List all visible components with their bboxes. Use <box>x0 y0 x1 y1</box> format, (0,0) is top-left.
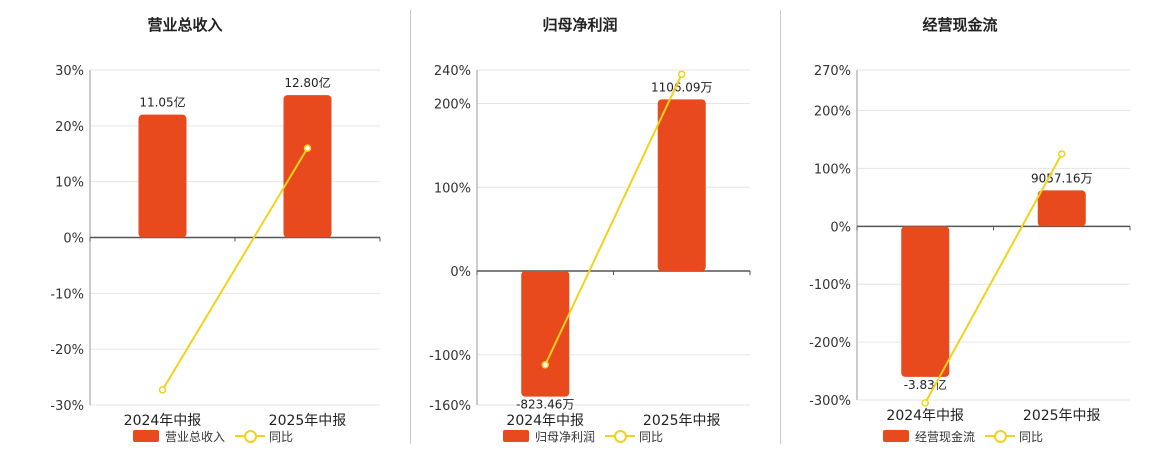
bar <box>657 99 706 271</box>
legend-line-swatch <box>605 430 636 443</box>
chart-panel-cash-flow: 经营现金流 -300% -200% -100% 0% 100% 200% 270% -3.83… <box>775 0 1145 450</box>
y-tick-label: 100% <box>814 162 851 177</box>
x-tick-label: 2025年中报 <box>1023 408 1101 424</box>
y-tick-label: 240% <box>434 64 471 79</box>
panel-divider <box>780 10 781 444</box>
data-label: -3.83亿 <box>904 377 947 392</box>
data-label: 12.80亿 <box>284 75 330 90</box>
chart-panel-net-profit: 归母净利润 -160% -100% 0% 100% 200% 240% -823.46万 11… <box>395 0 765 450</box>
series-line <box>544 73 683 366</box>
x-tick-label: 2025年中报 <box>643 413 721 429</box>
legend: 经营现金流 同比 <box>883 428 1043 444</box>
legend-bar-label: 经营现金流 <box>915 429 976 444</box>
data-label: 1106.09万 <box>651 80 713 94</box>
y-tick-label: -10% <box>50 287 84 302</box>
legend-bar-swatch <box>883 430 909 442</box>
line-point <box>921 399 929 407</box>
x-tick-label: 2024年中报 <box>506 413 584 429</box>
y-tick-label: -160% <box>429 399 471 414</box>
legend-bar-label: 归母净利润 <box>535 429 596 444</box>
legend-line-label: 同比 <box>269 429 294 444</box>
bar <box>138 114 187 238</box>
data-label: -823.46万 <box>516 398 574 412</box>
x-tick-label: 2025年中报 <box>269 413 347 429</box>
line-point <box>541 361 549 369</box>
bar <box>521 271 570 397</box>
chart-title: 经营现金流 <box>922 16 998 34</box>
panel-divider <box>410 10 411 444</box>
legend-bar-swatch <box>503 430 529 442</box>
bar <box>1037 190 1086 227</box>
legend-line-label: 同比 <box>1019 429 1044 444</box>
line-point <box>1058 150 1066 158</box>
x-tick-label: 2024年中报 <box>124 413 202 429</box>
y-tick-label: 100% <box>434 181 471 196</box>
legend-line-swatch <box>985 430 1016 443</box>
line-point <box>158 386 167 394</box>
legend: 营业总收入 同比 <box>133 428 293 444</box>
legend-line-label: 同比 <box>639 429 664 444</box>
legend-bar-swatch <box>133 430 159 442</box>
x-tick-label: 2024年中报 <box>886 408 964 424</box>
y-tick-label: -300% <box>809 394 851 409</box>
y-tick-label: 10% <box>55 176 84 191</box>
y-tick-label: 200% <box>434 98 471 113</box>
chart-panel-revenue: 营业总收入 -30% -20% -10% 0% 10% 20% 30% 11.05亿 12.80… <box>0 0 381 450</box>
y-tick-label: 0% <box>450 265 471 280</box>
y-tick-label: 0% <box>830 220 851 235</box>
y-tick-label: 200% <box>814 105 851 120</box>
line-point <box>678 70 686 78</box>
y-tick-label: -20% <box>50 343 84 358</box>
line-point <box>303 144 312 152</box>
data-label: 11.05亿 <box>139 95 185 110</box>
chart-title: 归母净利润 <box>542 16 618 34</box>
y-tick-label: -100% <box>429 349 471 364</box>
chart-svg: -160% -100% 0% 100% 200% 240% -823.46万 1106.09万… <box>429 64 751 429</box>
data-label: 9057.16万 <box>1031 171 1093 185</box>
chart-svg: -30% -20% -10% 0% 10% 20% 30% 11.05亿 12.80亿 2024年… <box>50 64 381 429</box>
legend-line-swatch <box>235 430 266 443</box>
y-tick-label: 270% <box>814 64 851 79</box>
bar <box>283 95 332 238</box>
chart-title: 营业总收入 <box>147 16 223 34</box>
chart-svg: -300% -200% -100% 0% 100% 200% 270% -3.83亿 9057.… <box>809 64 1131 424</box>
series-line <box>924 153 1063 404</box>
y-tick-label: -30% <box>50 399 84 414</box>
bar <box>901 226 950 377</box>
y-tick-label: 30% <box>55 64 84 79</box>
y-tick-label: 0% <box>63 232 84 247</box>
y-tick-label: 20% <box>55 120 84 135</box>
legend-bar-label: 营业总收入 <box>165 429 226 444</box>
y-tick-label: -100% <box>809 278 851 293</box>
series-line <box>161 147 309 391</box>
y-tick-label: -200% <box>809 336 851 351</box>
legend: 归母净利润 同比 <box>503 428 663 444</box>
